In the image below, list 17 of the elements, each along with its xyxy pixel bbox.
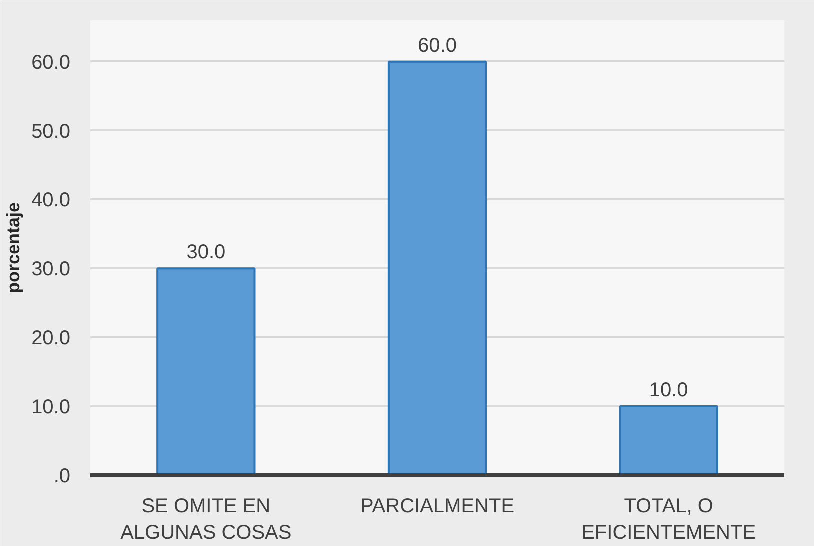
bar — [619, 406, 718, 476]
y-tick-label: 30.0 — [32, 258, 71, 281]
y-tick-label: 20.0 — [32, 328, 71, 350]
y-tick-label: .0 — [54, 466, 71, 488]
y-tick-label: 60.0 — [32, 52, 71, 74]
x-tick-label: TOTAL, O EFICIENTEMENTE — [582, 496, 756, 544]
y-tick-label: 10.0 — [32, 396, 71, 419]
bar — [388, 60, 488, 476]
y-tick-label: 50.0 — [32, 120, 71, 143]
x-tick-label: PARCIALMENTE — [360, 496, 515, 518]
data-label: 10.0 — [649, 380, 688, 402]
data-label: 60.0 — [418, 34, 457, 57]
x-tick-label: SE OMITE EN ALGUNAS COSAS — [120, 496, 292, 544]
y-axis-title: porcentaje — [4, 202, 24, 294]
data-label: 30.0 — [186, 242, 226, 264]
y-tick-label: 40.0 — [32, 190, 71, 212]
bar — [156, 268, 256, 476]
